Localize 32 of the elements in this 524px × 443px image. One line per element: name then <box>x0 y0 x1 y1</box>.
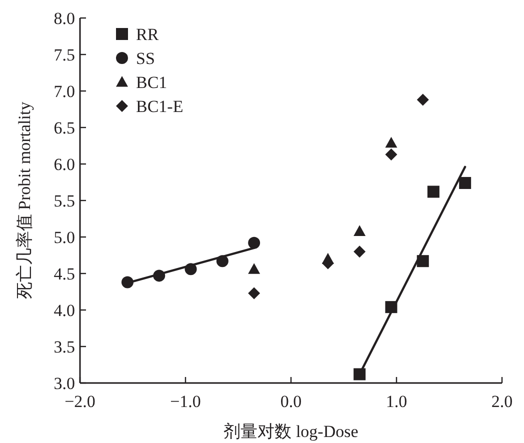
x-axis-title: 剂量对数 log-Dose <box>224 422 358 441</box>
point <box>385 148 398 161</box>
y-tick-label: 4.5 <box>54 264 75 284</box>
y-tick-label: 4.0 <box>54 301 75 320</box>
x-tick-label: 1.0 <box>386 392 408 411</box>
point <box>385 136 398 148</box>
point <box>248 287 260 300</box>
point <box>248 263 260 274</box>
x-tick-label: −1.0 <box>170 392 201 411</box>
point <box>459 176 472 189</box>
x-tick-label: 0.0 <box>280 392 302 411</box>
y-tick-label: 3.5 <box>54 338 75 356</box>
point <box>416 94 429 106</box>
y-tick-label: 6.5 <box>54 118 75 138</box>
x-tick-label: −2.0 <box>64 392 96 411</box>
legend-label: SS <box>136 49 155 68</box>
y-tick-label: 5.0 <box>54 228 75 247</box>
y-axis-title: 死亡几率值 Probit mortality <box>15 101 34 300</box>
point <box>427 186 440 198</box>
x-tick-label: 2.0 <box>491 392 513 411</box>
y-tick-label: 7.0 <box>54 82 75 101</box>
legend-label: BC1 <box>136 73 168 92</box>
y-tick-label: 8.0 <box>54 9 75 28</box>
legend-label: RR <box>136 25 160 44</box>
point <box>248 236 260 249</box>
point <box>354 246 366 258</box>
y-tick-label: 6.0 <box>54 155 75 174</box>
legend-label: BC1-E <box>136 97 184 116</box>
y-tick-label: 5.5 <box>54 192 75 210</box>
y-tick-label: 7.5 <box>54 46 75 64</box>
point <box>354 225 366 236</box>
y-tick-label: 3.0 <box>54 374 75 393</box>
